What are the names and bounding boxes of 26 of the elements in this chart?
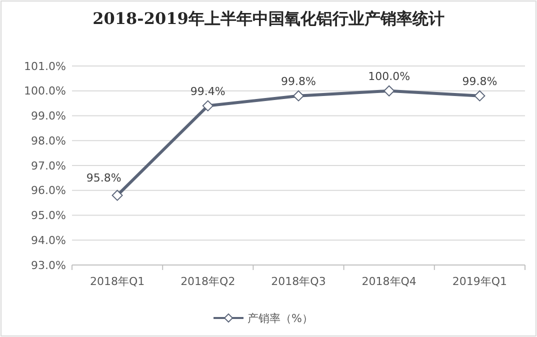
- y-tick-label: 94.0%: [31, 234, 66, 247]
- x-tick-label: 2018年Q2: [180, 275, 236, 288]
- y-tick-label: 93.0%: [31, 258, 66, 272]
- y-tick-label: 98.0%: [31, 134, 66, 148]
- legend-label: 产销率（%）: [248, 312, 313, 325]
- point: [474, 90, 486, 102]
- x-tick-label: 2019年Q1: [452, 275, 508, 288]
- x-tick-label: 2018年Q1: [90, 275, 145, 288]
- chart-title: 2018-2019年上半年中国氧化铝行业产销率统计: [92, 9, 444, 28]
- data-label: 99.8%: [462, 74, 498, 88]
- data-label: 99.8%: [281, 74, 316, 88]
- point: [384, 85, 395, 96]
- y-tick-label: 99.0%: [31, 110, 66, 123]
- point: [293, 90, 304, 102]
- x-tick-label: 2018年Q3: [271, 275, 326, 288]
- point: [202, 100, 214, 112]
- y-tick-label: 100.0%: [24, 84, 66, 98]
- y-tick-label: 96.0%: [31, 184, 66, 198]
- x-tick-label: 2018年Q4: [362, 275, 416, 288]
- y-tick-label: 97.0%: [31, 159, 66, 172]
- y-tick-label: 95.0%: [31, 209, 66, 222]
- data-label: 95.8%: [86, 171, 122, 184]
- data-label: 100.0%: [368, 70, 410, 83]
- y-tick-label: 101.0%: [24, 60, 66, 73]
- data-label: 99.4%: [190, 84, 226, 98]
- point: [112, 190, 123, 201]
